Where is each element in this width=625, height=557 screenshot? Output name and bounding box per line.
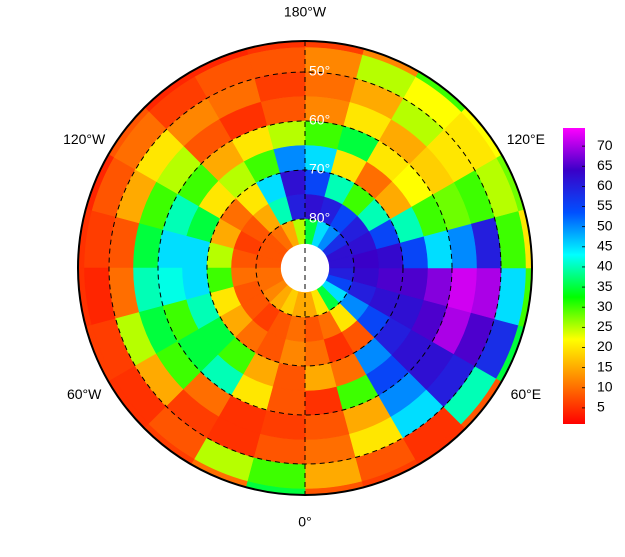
latitude-circle [157,120,453,416]
longitude-label: 60°E [511,386,542,402]
latitude-label: 80° [309,210,330,226]
colorbar-tick-label: 5 [597,399,605,415]
colorbar-tick-label: 45 [597,238,613,254]
colorbar-tick-label: 30 [597,298,613,314]
map-frame [77,40,533,496]
longitude-label: 0° [298,514,311,530]
colorbar-tick-label: 60 [597,177,613,193]
latitude-label: 50° [309,63,330,79]
colorbar-tick-label: 20 [597,338,613,354]
colorbar-tick-label: 65 [597,157,613,173]
colorbar-tick-label: 10 [597,378,613,394]
colorbar-tick-label: 15 [597,358,613,374]
colorbar-tick-label: 55 [597,197,613,213]
longitude-label: 60°W [67,386,102,402]
latitude-label: 60° [309,112,330,128]
colorbar-tick-label: 70 [597,137,613,153]
latitude-circle [206,169,404,367]
latitude-circle [255,218,355,318]
longitude-label: 120°W [63,131,106,147]
colorbar-tick-label: 40 [597,258,613,274]
colorbar-tick-label: 25 [597,318,613,334]
latitude-label: 70° [309,161,330,177]
colorbar [563,128,585,424]
colorbar-tick-label: 35 [597,278,613,294]
colorbar-tick-label: 50 [597,217,613,233]
longitude-label: 180°W [284,4,327,20]
longitude-label: 120°E [507,131,545,147]
latitude-circle [108,71,502,465]
